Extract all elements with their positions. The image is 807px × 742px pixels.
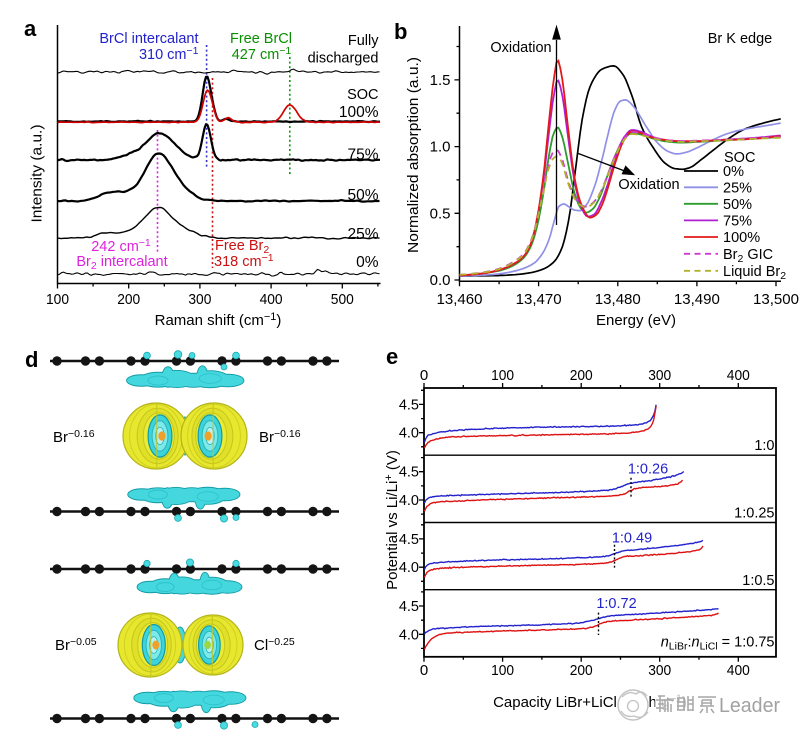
svg-text:25%: 25%: [723, 180, 752, 196]
svg-text:e: e: [386, 344, 398, 369]
svg-text:400: 400: [727, 662, 750, 679]
svg-text:4.0: 4.0: [399, 627, 419, 643]
svg-text:a: a: [24, 16, 37, 41]
svg-text:0%: 0%: [723, 164, 744, 180]
svg-text:100: 100: [491, 662, 514, 679]
svg-text:310 cm−1: 310 cm−1: [139, 45, 199, 63]
svg-text:Potential vs Li/Li+ (V): Potential vs Li/Li+ (V): [383, 450, 401, 590]
svg-text:200: 200: [570, 662, 593, 679]
svg-text:Fully: Fully: [348, 33, 379, 49]
svg-text:Free Br2: Free Br2: [215, 238, 269, 256]
svg-text:4.5: 4.5: [399, 465, 419, 481]
svg-text:100: 100: [491, 367, 514, 384]
svg-text:0.5: 0.5: [430, 205, 451, 222]
svg-text:1:0: 1:0: [754, 438, 774, 454]
svg-text:25%: 25%: [347, 226, 378, 243]
svg-text:0%: 0%: [356, 254, 379, 271]
svg-text:4.0: 4.0: [399, 560, 419, 576]
svg-text:4.5: 4.5: [399, 599, 419, 615]
svg-text:50%: 50%: [723, 197, 752, 213]
svg-text:1:0.5: 1:0.5: [742, 573, 774, 589]
svg-text:100: 100: [46, 291, 69, 308]
svg-text:Oxidation: Oxidation: [490, 40, 551, 56]
svg-text:200: 200: [117, 291, 140, 308]
svg-text:427 cm−1: 427 cm−1: [232, 45, 292, 63]
svg-text:100%: 100%: [723, 230, 760, 246]
svg-text:242 cm−1: 242 cm−1: [91, 237, 151, 255]
svg-text:1.0: 1.0: [430, 139, 451, 156]
svg-text:0: 0: [420, 367, 428, 384]
svg-text:b: b: [394, 19, 407, 44]
svg-text:Br2 GIC: Br2 GIC: [723, 247, 773, 265]
svg-text:Energy (eV): Energy (eV): [596, 312, 676, 329]
svg-text:Leader: Leader: [719, 695, 780, 717]
svg-text:Liquid Br2: Liquid Br2: [723, 264, 786, 282]
svg-text:nLiBr:nLiCl = 1:0.75: nLiBr:nLiCl = 1:0.75: [661, 635, 775, 653]
svg-text:SOC: SOC: [724, 150, 755, 166]
svg-text:50%: 50%: [347, 187, 378, 204]
svg-text:1.5: 1.5: [430, 72, 451, 89]
svg-text:75%: 75%: [723, 213, 752, 229]
svg-text:Oxidation: Oxidation: [618, 177, 679, 193]
svg-text:Br2 intercalant: Br2 intercalant: [76, 254, 167, 272]
svg-text:300: 300: [648, 367, 671, 384]
svg-text:200: 200: [570, 367, 593, 384]
svg-text:1:0.49: 1:0.49: [612, 531, 652, 547]
svg-text:Br K edge: Br K edge: [708, 31, 773, 47]
svg-text:4.0: 4.0: [399, 493, 419, 509]
svg-text:Free BrCl: Free BrCl: [230, 31, 292, 47]
svg-text:4.5: 4.5: [399, 397, 419, 413]
svg-text:SOC: SOC: [347, 87, 378, 103]
svg-text:13,470: 13,470: [516, 291, 562, 308]
svg-text:13,500: 13,500: [753, 291, 799, 308]
svg-text:13,460: 13,460: [437, 291, 483, 308]
svg-text:300: 300: [188, 291, 211, 308]
svg-text:BrCl intercalant: BrCl intercalant: [99, 31, 198, 47]
svg-text:0: 0: [420, 662, 428, 679]
svg-text:13,480: 13,480: [595, 291, 641, 308]
svg-text:4.5: 4.5: [399, 532, 419, 548]
svg-text:Intensity (a.u.): Intensity (a.u.): [29, 125, 46, 223]
svg-text:d: d: [25, 347, 38, 372]
svg-text:100%: 100%: [339, 104, 379, 121]
svg-text:318 cm−1: 318 cm−1: [214, 252, 274, 270]
svg-text:500: 500: [331, 291, 354, 308]
svg-text:1:0.72: 1:0.72: [596, 596, 636, 612]
svg-text:4.0: 4.0: [399, 426, 419, 442]
svg-text:300: 300: [648, 662, 671, 679]
svg-text:Normalized absorption (a.u.): Normalized absorption (a.u.): [405, 57, 422, 253]
svg-text:13,490: 13,490: [674, 291, 720, 308]
svg-text:0.0: 0.0: [430, 272, 451, 289]
svg-text:400: 400: [260, 291, 283, 308]
svg-text:Raman shift (cm−1): Raman shift (cm−1): [155, 311, 282, 329]
svg-text:1:0.25: 1:0.25: [734, 506, 774, 522]
svg-text:1:0.26: 1:0.26: [628, 462, 668, 478]
svg-text:75%: 75%: [347, 147, 378, 164]
svg-text:400: 400: [727, 367, 750, 384]
svg-text:discharged: discharged: [308, 51, 379, 67]
